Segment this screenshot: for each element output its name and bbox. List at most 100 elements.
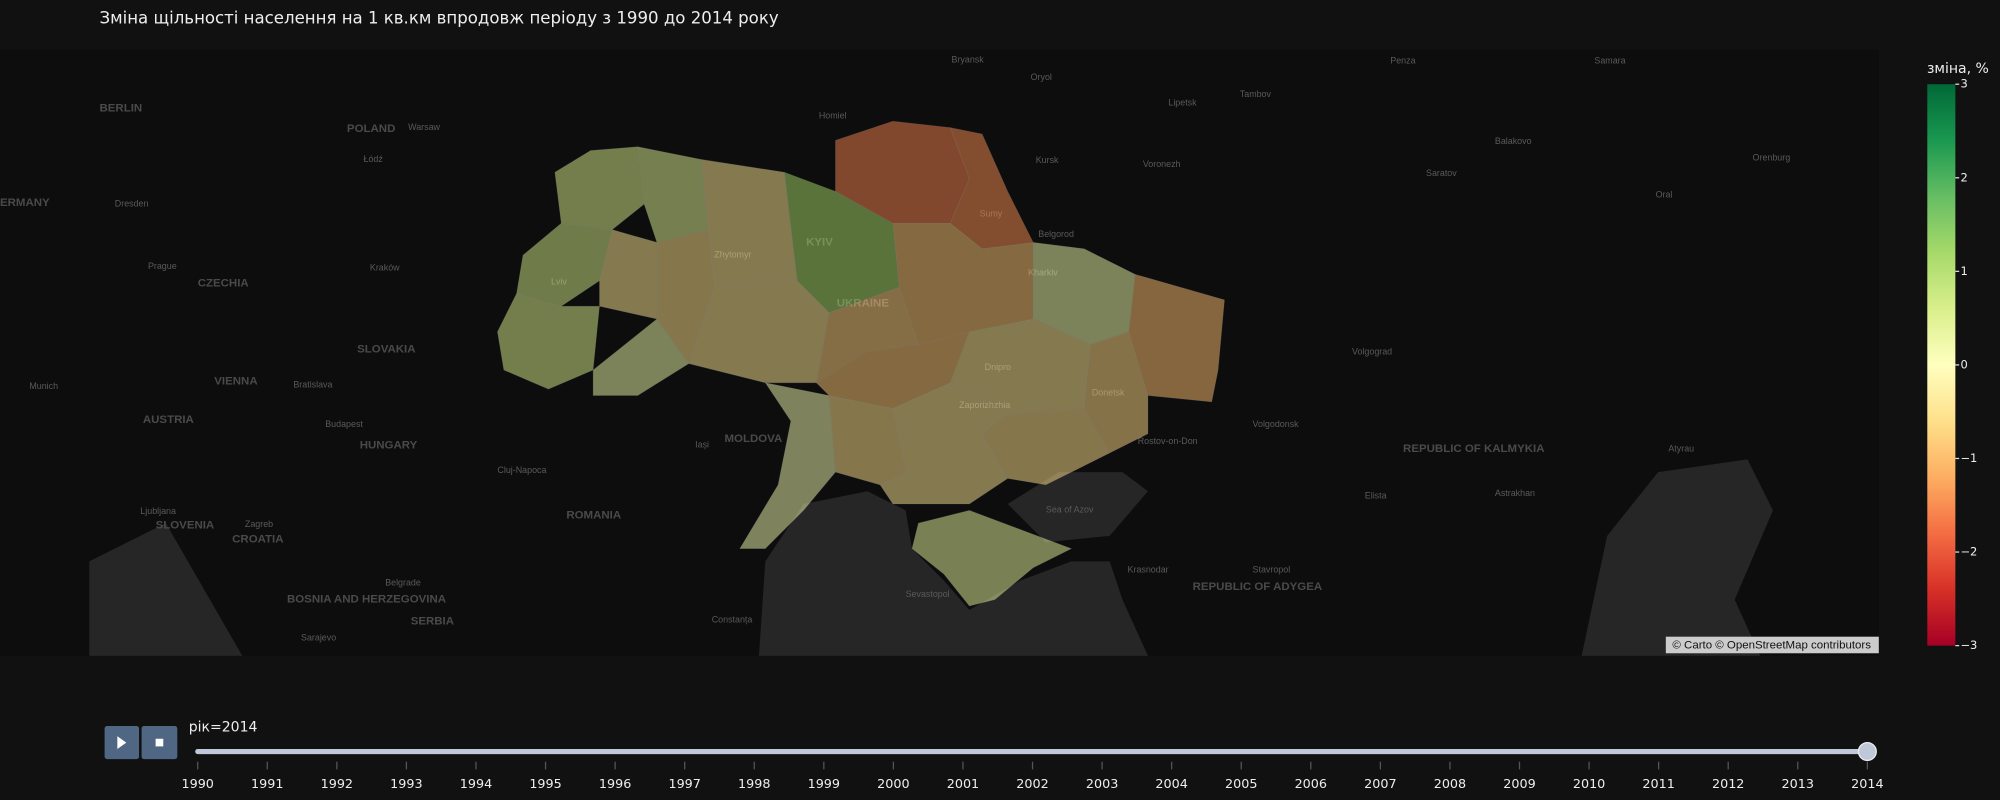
map-label: Samara	[1594, 56, 1625, 66]
map-label: Sea of Azov	[1046, 505, 1094, 515]
region[interactable]	[879, 382, 1009, 505]
play-icon	[117, 736, 127, 749]
map-label: Volgograd	[1352, 347, 1392, 357]
map-label: ERMANY	[0, 197, 50, 209]
slider-year[interactable]: 1998	[738, 777, 770, 792]
stop-icon	[155, 738, 164, 747]
map-label: Atyrau	[1668, 443, 1694, 453]
colorbar-tick-label: 2	[1960, 170, 1967, 184]
map-label: Dresden	[115, 199, 149, 209]
map-label: AUSTRIA	[143, 414, 194, 426]
attribution-box	[1665, 636, 1879, 654]
slider-year[interactable]: 2008	[1434, 777, 1466, 792]
map-label: Orenburg	[1753, 153, 1791, 163]
slider-year[interactable]: 1991	[251, 777, 283, 792]
region[interactable]	[815, 331, 970, 409]
map-label: Cluj-Napoca	[497, 465, 546, 475]
slider-year[interactable]: 1996	[599, 777, 631, 792]
slider-year[interactable]: 1994	[460, 777, 492, 792]
colorbar-tick-label: −3	[1960, 638, 1977, 652]
map-label: Oral	[1656, 190, 1673, 200]
map-label: Łódź	[364, 154, 384, 164]
map-label: REPUBLIC OF ADYGEA	[1193, 581, 1323, 593]
slider-year[interactable]: 2012	[1712, 777, 1744, 792]
slider-year[interactable]: 2004	[1155, 777, 1187, 792]
map-label: SLOVAKIA	[357, 344, 415, 356]
region[interactable]	[592, 318, 690, 396]
slider-year[interactable]: 2006	[1295, 777, 1327, 792]
region[interactable]	[497, 293, 600, 390]
map-label: Voronezh	[1143, 159, 1181, 169]
slider-year[interactable]: 1992	[321, 777, 353, 792]
slider-year[interactable]: 2007	[1364, 777, 1396, 792]
map-label: Zagreb	[245, 519, 273, 529]
map-label: CZECHIA	[198, 277, 249, 289]
attribution: © Carto © OpenStreetMap contributors	[1672, 640, 1871, 652]
map-label: Kraków	[370, 262, 400, 272]
map-label: Iași	[695, 440, 709, 450]
map-label: Lipetsk	[1168, 98, 1197, 108]
map-label: Elista	[1365, 491, 1387, 501]
slider-year[interactable]: 2013	[1782, 777, 1814, 792]
map-label: SLOVENIA	[156, 520, 215, 532]
slider-year[interactable]: 1997	[668, 777, 700, 792]
map-label: Munich	[29, 381, 58, 391]
slider-year[interactable]: 2014	[1851, 777, 1883, 792]
region[interactable]	[911, 510, 1073, 607]
colorbar-tick-label: −2	[1960, 545, 1977, 559]
map-label: CROATIA	[232, 534, 283, 546]
region[interactable]	[599, 229, 658, 320]
slider-label: рік=2014	[189, 719, 258, 735]
slider-handle[interactable]	[1857, 741, 1877, 762]
slider-year[interactable]: 2001	[947, 777, 979, 792]
map-label: Warsaw	[408, 122, 440, 132]
slider-year[interactable]: 1999	[808, 777, 840, 792]
title: Зміна щільності населення на 1 кв.км впр…	[99, 9, 778, 28]
map-label: Tambov	[1240, 89, 1272, 99]
map-label: Oryol	[1031, 72, 1052, 82]
colorbar-tick-label: 3	[1960, 77, 1967, 91]
map-label: HUNGARY	[360, 439, 418, 451]
slider-year[interactable]: 1990	[181, 777, 213, 792]
map-label: Belgorod	[1038, 229, 1074, 239]
map-label: Krasnodar	[1128, 565, 1169, 575]
colorbar-tick-label: −1	[1960, 451, 1977, 465]
slider-year[interactable]: 2010	[1573, 777, 1605, 792]
slider-year[interactable]: 2009	[1503, 777, 1535, 792]
map-label: ROMANIA	[566, 510, 621, 522]
map-label: Sarajevo	[301, 632, 336, 642]
map-label: Penza	[1390, 56, 1415, 66]
map-label: MOLDOVA	[724, 433, 782, 445]
map-label: Homiel	[819, 110, 847, 120]
slider: 1990 1991 1992 1993 1994 1995 1996 1997 1998 1999…	[181, 741, 1884, 792]
slider-year[interactable]: 2011	[1642, 777, 1674, 792]
map-label: Prague	[148, 261, 177, 271]
colorbar-ticks: 3 2 1 0 −1 −2 −3	[1955, 77, 1977, 652]
map-label: POLAND	[347, 123, 395, 135]
region[interactable]	[701, 159, 798, 288]
map-label: VIENNA	[214, 376, 257, 388]
slider-year[interactable]: 1995	[529, 777, 561, 792]
colorbar-title: зміна, %	[1927, 61, 1989, 77]
map-label: Rostov-on-Don	[1138, 436, 1198, 446]
slider-track[interactable]	[195, 748, 1870, 755]
slider-year[interactable]: 2000	[877, 777, 909, 792]
map-labels: ERMANY BERLIN POLAND Warsaw Łódź Dresden Pragu…	[0, 54, 1790, 642]
slider-year[interactable]: 2005	[1225, 777, 1257, 792]
slider-year[interactable]: 1993	[390, 777, 422, 792]
slider-year[interactable]: 2002	[1016, 777, 1048, 792]
map-label: BOSNIA AND HERZEGOVINA	[287, 594, 446, 606]
map: ERMANY BERLIN POLAND Warsaw Łódź Dresden Pragu…	[0, 49, 1879, 656]
map-label: REPUBLIC OF KALMYKIA	[1403, 443, 1544, 455]
map-label: Belgrade	[385, 577, 421, 587]
map-label: Kursk	[1036, 155, 1059, 165]
colorbar-tick-label: 0	[1960, 357, 1967, 371]
colorbar-tick-label: 1	[1960, 264, 1967, 278]
map-label: Sevastopol	[906, 589, 950, 599]
slider-year[interactable]: 2003	[1086, 777, 1118, 792]
map-label: Astrakhan	[1495, 488, 1535, 498]
map-label: Budapest	[325, 419, 363, 429]
regions	[497, 120, 1225, 607]
